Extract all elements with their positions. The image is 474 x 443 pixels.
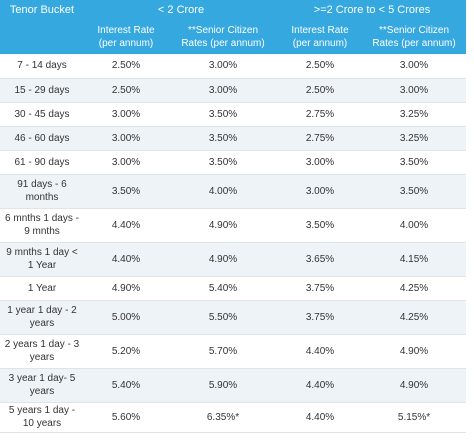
table-row: 9 mnths 1 day < 1 Year 4.40% 4.90% 3.65%…: [0, 242, 467, 277]
senior-rate-high-cell: 4.90%: [362, 334, 467, 369]
senior-rate-low-cell: 3.50%: [168, 150, 279, 175]
interest-rate-low-cell: 4.40%: [84, 208, 168, 243]
interest-rate-low-cell: 2.50%: [84, 54, 168, 79]
interest-rate-high-cell: 3.50%: [278, 208, 363, 243]
senior-rate-high-cell: 3.50%: [362, 150, 467, 175]
interest-rate-high-cell: 2.50%: [278, 54, 363, 79]
senior-rate-high-cell: 4.90%: [362, 368, 467, 403]
fd-rates-table: Tenor Bucket < 2 Crore >=2 Crore to < 5 …: [0, 0, 467, 433]
tenor-cell: 61 - 90 days: [0, 150, 84, 175]
tenor-cell: 6 mnths 1 days - 9 mnths: [0, 208, 84, 243]
tenor-cell: 5 years 1 day - 10 years: [0, 402, 84, 433]
header-tenor-bucket: Tenor Bucket: [0, 0, 84, 54]
table-row: 91 days - 6 months 3.50% 4.00% 3.00% 3.5…: [0, 174, 467, 209]
table-row: 15 - 29 days 2.50% 3.00% 2.50% 3.00%: [0, 78, 467, 103]
header-senior-rate-low: **Senior Citizen Rates (per annum): [168, 20, 279, 54]
header-row-columns: Interest Rate (per annum) **Senior Citiz…: [0, 20, 467, 54]
table-row: 30 - 45 days 3.00% 3.50% 2.75% 3.25%: [0, 102, 467, 127]
senior-rate-low-cell: 5.40%: [168, 276, 279, 301]
tenor-cell: 15 - 29 days: [0, 78, 84, 103]
tenor-cell: 46 - 60 days: [0, 126, 84, 151]
interest-rate-high-cell: 2.75%: [278, 102, 363, 127]
interest-rate-high-cell: 2.75%: [278, 126, 363, 151]
tenor-cell: 2 years 1 day - 3 years: [0, 334, 84, 369]
interest-rate-low-cell: 5.60%: [84, 402, 168, 433]
senior-rate-low-cell: 6.35%*: [168, 402, 279, 433]
interest-rate-low-cell: 5.40%: [84, 368, 168, 403]
senior-rate-low-cell: 5.70%: [168, 334, 279, 369]
interest-rate-high-cell: 2.50%: [278, 78, 363, 103]
table-row: 3 year 1 day- 5 years 5.40% 5.90% 4.40% …: [0, 368, 467, 403]
tenor-cell: 7 - 14 days: [0, 54, 84, 79]
interest-rate-high-cell: 3.75%: [278, 276, 363, 301]
senior-rate-high-cell: 4.25%: [362, 276, 467, 301]
senior-rate-high-cell: 3.25%: [362, 126, 467, 151]
interest-rate-high-cell: 4.40%: [278, 368, 363, 403]
senior-rate-low-cell: 4.00%: [168, 174, 279, 209]
senior-rate-low-cell: 4.90%: [168, 242, 279, 277]
tenor-cell: 1 year 1 day - 2 years: [0, 300, 84, 335]
tenor-cell: 9 mnths 1 day < 1 Year: [0, 242, 84, 277]
senior-rate-high-cell: 4.00%: [362, 208, 467, 243]
tenor-cell: 91 days - 6 months: [0, 174, 84, 209]
header-row-groups: Tenor Bucket < 2 Crore >=2 Crore to < 5 …: [0, 0, 467, 54]
interest-rate-high-cell: 3.00%: [278, 174, 363, 209]
interest-rate-low-cell: 4.40%: [84, 242, 168, 277]
tenor-cell: 30 - 45 days: [0, 102, 84, 127]
table-row: 6 mnths 1 days - 9 mnths 4.40% 4.90% 3.5…: [0, 208, 467, 243]
interest-rate-low-cell: 3.00%: [84, 150, 168, 175]
interest-rate-high-cell: 4.40%: [278, 402, 363, 433]
table-row: 7 - 14 days 2.50% 3.00% 2.50% 3.00%: [0, 54, 467, 79]
interest-rate-high-cell: 3.00%: [278, 150, 363, 175]
table-row: 1 year 1 day - 2 years 5.00% 5.50% 3.75%…: [0, 300, 467, 335]
tenor-cell: 1 Year: [0, 276, 84, 301]
senior-rate-low-cell: 3.50%: [168, 102, 279, 127]
table-row: 61 - 90 days 3.00% 3.50% 3.00% 3.50%: [0, 150, 467, 175]
header-interest-rate-low: Interest Rate (per annum): [84, 20, 168, 54]
interest-rate-low-cell: 5.20%: [84, 334, 168, 369]
senior-rate-high-cell: 3.25%: [362, 102, 467, 127]
senior-rate-low-cell: 3.00%: [168, 54, 279, 79]
header-group-below-2-crore: < 2 Crore: [84, 0, 279, 20]
header-group-2-to-5-crore: >=2 Crore to < 5 Crores: [278, 0, 467, 20]
table-row: 46 - 60 days 3.00% 3.50% 2.75% 3.25%: [0, 126, 467, 151]
rates-body: 7 - 14 days 2.50% 3.00% 2.50% 3.00% 15 -…: [0, 54, 467, 433]
interest-rate-low-cell: 3.00%: [84, 126, 168, 151]
senior-rate-low-cell: 5.50%: [168, 300, 279, 335]
senior-rate-low-cell: 3.00%: [168, 78, 279, 103]
header-senior-rate-high: **Senior Citizen Rates (per annum): [362, 20, 467, 54]
senior-rate-low-cell: 5.90%: [168, 368, 279, 403]
interest-rate-low-cell: 3.00%: [84, 102, 168, 127]
senior-rate-high-cell: 3.00%: [362, 54, 467, 79]
table-row: 5 years 1 day - 10 years 5.60% 6.35%* 4.…: [0, 402, 467, 433]
interest-rate-high-cell: 3.65%: [278, 242, 363, 277]
senior-rate-low-cell: 4.90%: [168, 208, 279, 243]
senior-rate-high-cell: 5.15%*: [362, 402, 467, 433]
tenor-cell: 3 year 1 day- 5 years: [0, 368, 84, 403]
senior-rate-high-cell: 4.15%: [362, 242, 467, 277]
interest-rate-low-cell: 2.50%: [84, 78, 168, 103]
interest-rate-low-cell: 4.90%: [84, 276, 168, 301]
senior-rate-high-cell: 3.50%: [362, 174, 467, 209]
interest-rate-low-cell: 5.00%: [84, 300, 168, 335]
senior-rate-high-cell: 3.00%: [362, 78, 467, 103]
table-row: 2 years 1 day - 3 years 5.20% 5.70% 4.40…: [0, 334, 467, 369]
table-row: 1 Year 4.90% 5.40% 3.75% 4.25%: [0, 276, 467, 301]
interest-rate-low-cell: 3.50%: [84, 174, 168, 209]
interest-rate-high-cell: 4.40%: [278, 334, 363, 369]
header-interest-rate-high: Interest Rate (per annum): [278, 20, 363, 54]
interest-rate-high-cell: 3.75%: [278, 300, 363, 335]
senior-rate-low-cell: 3.50%: [168, 126, 279, 151]
senior-rate-high-cell: 4.25%: [362, 300, 467, 335]
